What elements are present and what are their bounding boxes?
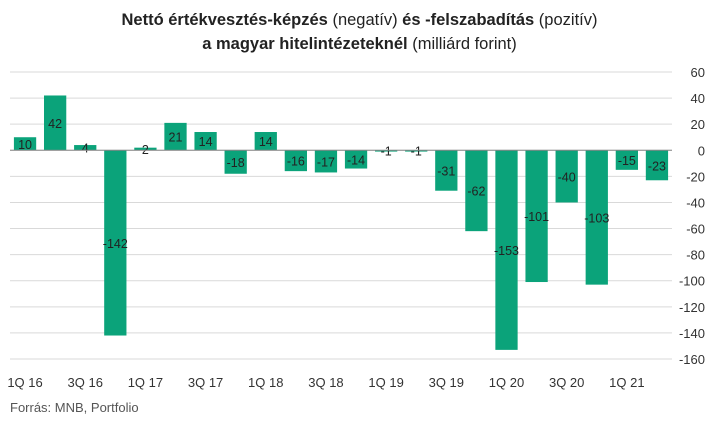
- chart-title-line2: a magyar hitelintézeteknél (milliárd for…: [0, 32, 719, 56]
- bar: [254, 132, 277, 151]
- data-label: 14: [259, 135, 273, 149]
- data-label: -23: [648, 159, 666, 173]
- x-tick-label: 1Q 20: [489, 375, 524, 390]
- bar: [344, 150, 368, 169]
- y-tick-label: 60: [691, 65, 705, 80]
- y-tick-label: 0: [698, 143, 705, 158]
- data-label: -18: [227, 156, 245, 170]
- title-part: (milliárd forint): [407, 35, 517, 53]
- x-tick-label: 1Q 17: [128, 375, 163, 390]
- data-label: 10: [18, 138, 32, 152]
- y-tick-label: 40: [691, 91, 705, 106]
- y-tick-label: -40: [686, 195, 705, 210]
- source-note: Forrás: MNB, Portfolio: [10, 400, 139, 415]
- data-label: -62: [467, 185, 485, 199]
- x-tick-label: 1Q 18: [248, 375, 283, 390]
- y-tick-label: -60: [686, 222, 705, 237]
- x-tick-label: 3Q 19: [429, 375, 464, 390]
- y-tick-label: -100: [679, 274, 705, 289]
- x-tick-label: 3Q 16: [68, 375, 103, 390]
- bar: [13, 137, 37, 151]
- bar: [284, 150, 307, 172]
- bar: [645, 150, 669, 181]
- x-tick-label: 1Q 21: [609, 375, 644, 390]
- title-part: Nettó értékvesztés-képzés: [121, 11, 328, 29]
- title-part: (pozitív): [534, 11, 598, 29]
- bar: [585, 150, 608, 285]
- x-tick-label: 3Q 17: [188, 375, 223, 390]
- bar: [314, 150, 338, 173]
- bar: [224, 150, 247, 174]
- data-label: -103: [584, 211, 609, 225]
- data-label: -1: [381, 144, 392, 158]
- bar: [465, 150, 488, 232]
- y-tick-label: -120: [679, 300, 705, 315]
- bar: [164, 122, 187, 151]
- data-label: -153: [494, 244, 519, 258]
- data-label: -142: [103, 237, 128, 251]
- title-part: és -felszabadítás: [402, 11, 535, 29]
- y-tick-label: 20: [691, 117, 705, 132]
- data-label: -16: [287, 155, 305, 169]
- bar: [615, 150, 638, 170]
- data-label: 14: [199, 135, 213, 149]
- x-tick-label: 1Q 16: [7, 375, 42, 390]
- data-label: 4: [82, 142, 89, 156]
- chart-title: Nettó értékvesztés-képzés (negatív) és -…: [0, 8, 719, 56]
- bar: [74, 145, 97, 151]
- y-tick-label: -160: [679, 352, 705, 367]
- bar: [134, 147, 157, 151]
- data-label: 42: [48, 117, 62, 131]
- data-label: -101: [524, 210, 549, 224]
- data-label: -17: [317, 155, 335, 169]
- data-label: -31: [437, 164, 455, 178]
- bar: [104, 150, 127, 336]
- bar: [194, 132, 217, 151]
- title-part: (negatív): [327, 11, 403, 29]
- bar: [44, 95, 67, 151]
- data-label: -1: [411, 144, 422, 158]
- x-tick-label: 3Q 18: [308, 375, 343, 390]
- y-tick-label: -20: [686, 169, 705, 184]
- bar: [405, 150, 428, 152]
- y-tick-label: -140: [679, 326, 705, 341]
- y-tick-label: -80: [686, 248, 705, 263]
- bar: [495, 150, 518, 350]
- x-tick-label: 1Q 19: [368, 375, 403, 390]
- data-label: -40: [558, 170, 576, 184]
- data-label: -15: [618, 154, 636, 168]
- x-tick-label: 3Q 20: [549, 375, 584, 390]
- bar: [375, 150, 398, 152]
- bar: [435, 150, 458, 191]
- data-label: -14: [347, 153, 365, 167]
- title-part: a magyar hitelintézeteknél: [202, 35, 408, 53]
- bar: [525, 150, 548, 283]
- data-label: 21: [169, 131, 183, 145]
- chart-title-line1: Nettó értékvesztés-képzés (negatív) és -…: [0, 8, 719, 32]
- bar: [555, 150, 578, 203]
